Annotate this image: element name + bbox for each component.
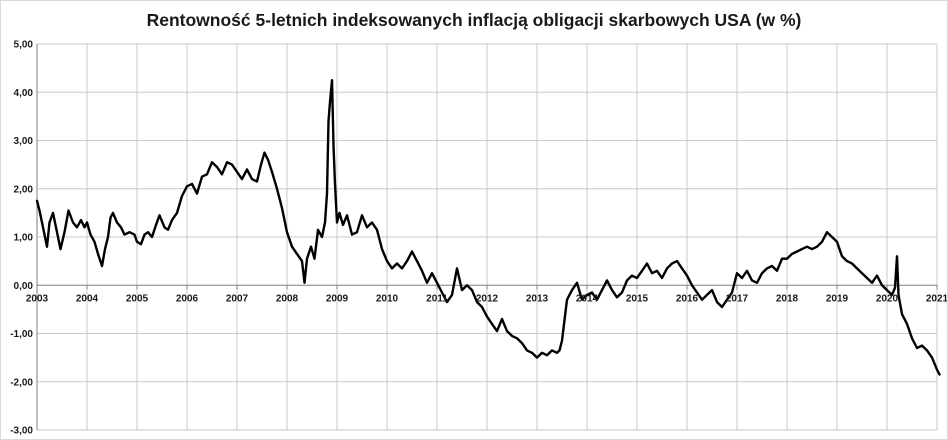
x-tick-label: 2008 bbox=[276, 293, 299, 304]
x-tick-label: 2011 bbox=[426, 293, 448, 304]
x-tick-label: 2004 bbox=[76, 293, 99, 304]
y-tick-label: 5,00 bbox=[14, 40, 34, 51]
y-tick-label: 4,00 bbox=[14, 88, 34, 99]
y-tick-label: 1,00 bbox=[14, 233, 34, 244]
x-tick-label: 2006 bbox=[176, 293, 199, 304]
y-tick-label: 3,00 bbox=[14, 136, 34, 147]
axes bbox=[36, 44, 938, 430]
x-tick-label: 2018 bbox=[776, 293, 799, 304]
x-tick-label: 2020 bbox=[876, 293, 899, 304]
y-tick-label: -3,00 bbox=[10, 426, 33, 437]
x-tick-label: 2021 bbox=[926, 293, 947, 304]
y-tick-label: 0,00 bbox=[14, 281, 34, 292]
y-tick-label: 2,00 bbox=[14, 184, 34, 195]
x-tick-label: 2013 bbox=[526, 293, 549, 304]
x-tick-label: 2017 bbox=[726, 293, 749, 304]
x-tick-label: 2010 bbox=[376, 293, 399, 304]
series-layer bbox=[35, 78, 941, 376]
x-tick-label: 2016 bbox=[676, 293, 699, 304]
x-tick-label: 2007 bbox=[226, 293, 249, 304]
y-tick-label: -1,00 bbox=[10, 329, 33, 340]
x-tick-label: 2014 bbox=[576, 293, 599, 304]
x-tick-label: 2009 bbox=[326, 293, 349, 304]
chart-title: Rentowność 5-letnich indeksowanych infla… bbox=[146, 10, 802, 30]
gridlines bbox=[36, 43, 938, 431]
x-axis-labels: 2003 2004 2005 2006 2007 2008 2009 2010 2011 2012… bbox=[26, 293, 947, 304]
x-tick-label: 2012 bbox=[476, 293, 499, 304]
x-tick-label: 2005 bbox=[126, 293, 149, 304]
series-line bbox=[35, 78, 941, 376]
y-axis-labels: 5,00 4,00 3,00 2,00 1,00 0,00 -1,00 -2,00 -3,00 bbox=[10, 40, 33, 437]
y-tick-label: -2,00 bbox=[10, 377, 33, 388]
x-tick-label: 2015 bbox=[626, 293, 649, 304]
x-tick-label: 2019 bbox=[826, 293, 849, 304]
x-tick-label: 2003 bbox=[26, 293, 49, 304]
